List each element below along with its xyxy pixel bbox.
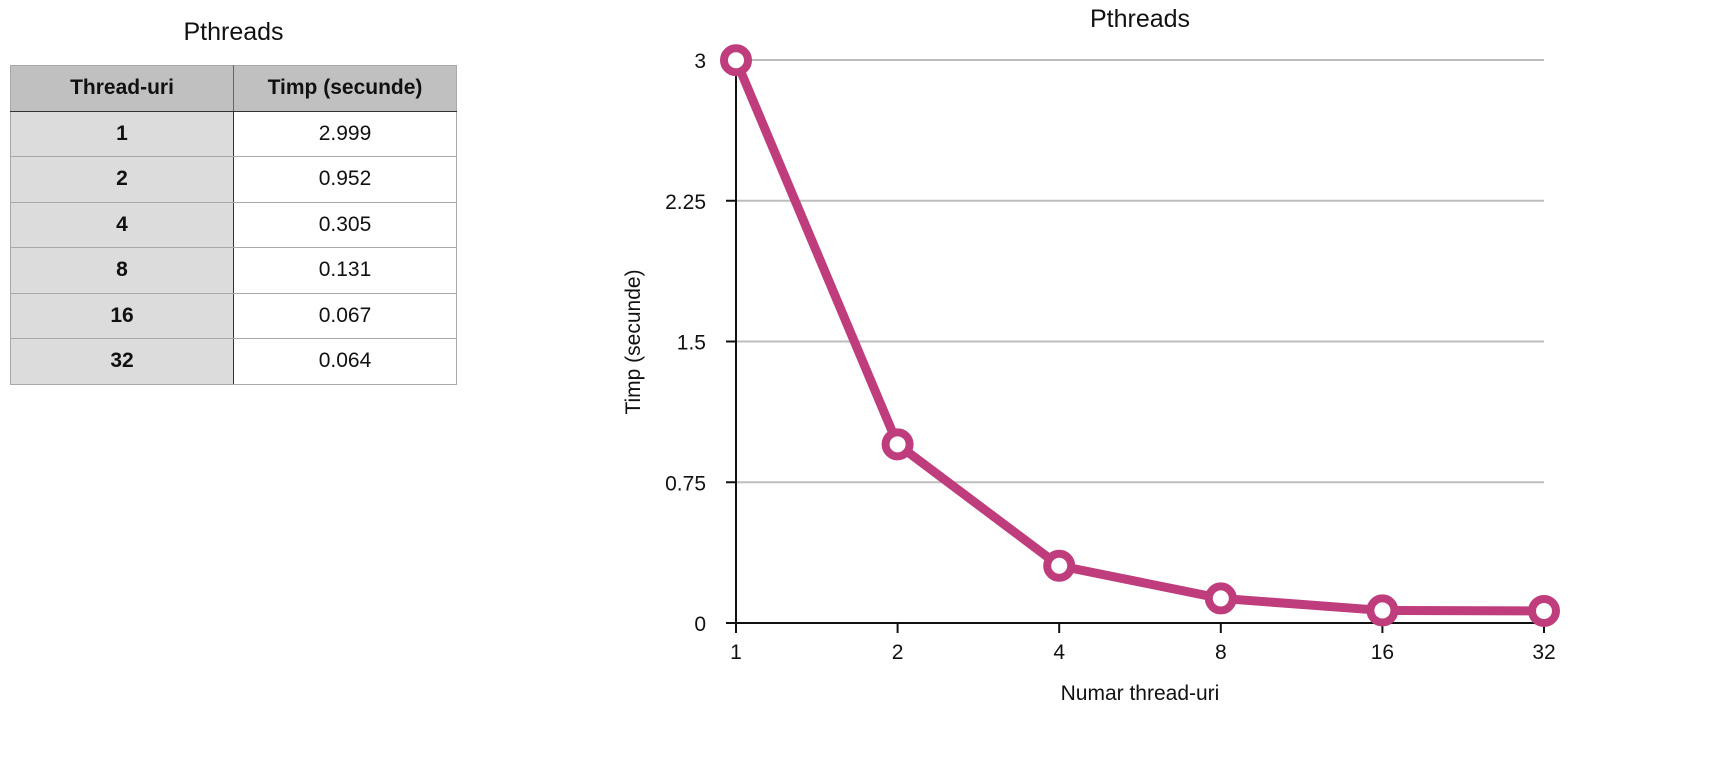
grid-lines	[736, 59, 1544, 484]
table-row: 32 0.064	[10, 338, 457, 385]
x-tick-label: 32	[1532, 641, 1555, 664]
x-tick-label: 4	[1053, 641, 1065, 664]
data-point	[881, 428, 914, 461]
x-tick-labels: 1 2 4 8 16 32	[730, 641, 1556, 664]
data-point	[1366, 594, 1399, 627]
data-point	[720, 44, 752, 77]
y-tick-label: 0.75	[665, 472, 706, 495]
cell-threads: 32	[10, 338, 234, 385]
x-axis-label: Numar thread-uri	[1061, 682, 1220, 705]
cell-time: 0.952	[233, 156, 457, 203]
y-tick-label: 2.25	[665, 191, 706, 214]
y-tick-label: 1.5	[677, 332, 706, 355]
data-point	[1528, 594, 1560, 627]
cell-threads: 16	[10, 292, 234, 339]
table-row: 2 0.952	[10, 156, 457, 203]
table-row: 4 0.305	[10, 201, 457, 248]
series-line	[731, 55, 1549, 616]
x-tick-label: 16	[1371, 641, 1394, 664]
cell-time: 0.131	[233, 247, 457, 294]
y-axis-label: Timp (secunde)	[622, 269, 645, 414]
cell-threads: 4	[10, 201, 234, 248]
table-title: Pthreads	[183, 18, 284, 46]
header-time: Timp (secunde)	[233, 65, 457, 112]
cell-time: 0.305	[233, 201, 457, 248]
y-tick-label: 0	[694, 613, 706, 636]
data-table: Thread-uri Timp (secunde) 1 2.999 2 0.95…	[10, 65, 457, 385]
cell-time: 0.067	[233, 292, 457, 339]
table-row: 1 2.999	[10, 110, 457, 157]
header-threads: Thread-uri	[10, 65, 234, 112]
chart-title: Pthreads	[1090, 5, 1190, 33]
cell-time: 2.999	[233, 110, 457, 157]
cell-time: 0.064	[233, 338, 457, 385]
cell-threads: 1	[10, 110, 234, 157]
x-tick-label: 1	[730, 641, 742, 664]
series-layer	[720, 44, 1560, 627]
data-point	[1204, 582, 1237, 615]
data-point	[1043, 549, 1076, 582]
y-tick-label: 3	[694, 50, 706, 73]
cell-threads: 2	[10, 156, 234, 203]
axes	[726, 59, 1545, 633]
x-tick-label: 2	[892, 641, 904, 664]
table-row: 8 0.131	[10, 247, 457, 294]
table-row: 16 0.067	[10, 292, 457, 339]
y-tick-labels: 0 0.75 1.5 2.25 3	[665, 50, 706, 636]
table-header-row: Thread-uri Timp (secunde)	[10, 65, 457, 112]
x-tick-label: 8	[1215, 641, 1227, 664]
